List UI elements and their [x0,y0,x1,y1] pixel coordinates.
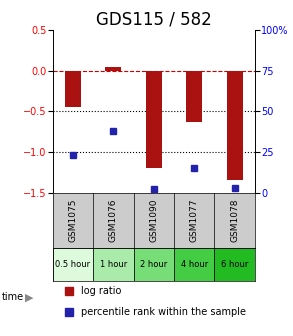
Text: 1 hour: 1 hour [100,260,127,269]
Text: GSM1077: GSM1077 [190,199,199,242]
Bar [186,71,202,122]
Text: 2 hour: 2 hour [140,260,168,269]
Text: ▶: ▶ [25,292,34,302]
Bar [65,71,81,108]
Bar [53,248,93,281]
Bar [146,71,162,168]
Bar [174,248,214,281]
Title: GDS115 / 582: GDS115 / 582 [96,11,212,29]
Text: 6 hour: 6 hour [221,260,248,269]
Text: GSM1076: GSM1076 [109,199,118,242]
Bar [134,248,174,281]
Text: 4 hour: 4 hour [180,260,208,269]
Text: 0.5 hour: 0.5 hour [55,260,91,269]
Text: time: time [1,292,24,302]
Bar [226,71,243,180]
Bar [93,248,134,281]
Text: GSM1075: GSM1075 [69,199,77,242]
Bar [105,67,122,71]
Text: GSM1090: GSM1090 [149,199,158,242]
Text: GSM1078: GSM1078 [230,199,239,242]
Text: percentile rank within the sample: percentile rank within the sample [81,307,246,317]
Bar [214,248,255,281]
Text: log ratio: log ratio [81,286,121,296]
